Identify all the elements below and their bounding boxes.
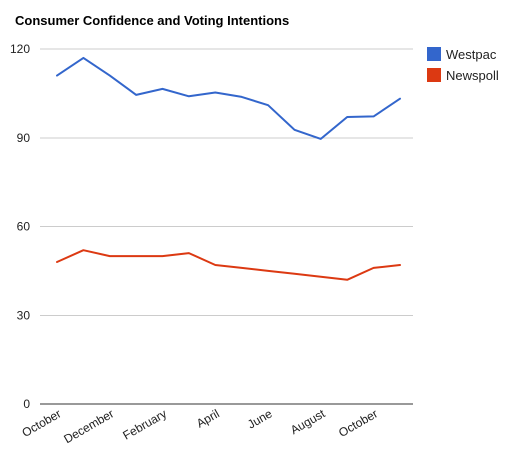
data-point-westpac	[320, 138, 322, 140]
data-point-westpac	[267, 104, 269, 106]
data-point-westpac	[346, 116, 348, 118]
series-line-newspoll	[56, 249, 401, 281]
data-point-westpac	[162, 88, 164, 90]
data-point-newspoll	[135, 255, 137, 257]
data-point-newspoll	[373, 267, 375, 269]
data-point-newspoll	[293, 273, 295, 275]
data-point-newspoll	[267, 270, 269, 272]
x-tick-label: October	[336, 406, 380, 439]
y-tick-label: 120	[10, 42, 30, 56]
y-tick-label: 90	[17, 131, 31, 145]
data-point-newspoll	[320, 276, 322, 278]
x-tick-label: June	[245, 406, 275, 431]
legend-label-newspoll: Newspoll	[446, 68, 499, 83]
data-point-westpac	[373, 115, 375, 117]
x-tick-label: October	[20, 406, 64, 439]
x-tick-label: February	[120, 406, 169, 442]
legend: Westpac Newspoll	[427, 47, 499, 83]
data-point-newspoll	[82, 249, 84, 251]
x-tick-label: August	[288, 406, 328, 437]
data-point-newspoll	[346, 279, 348, 281]
data-point-newspoll	[241, 267, 243, 269]
series-lines	[56, 56, 401, 281]
series-line-westpac	[56, 56, 401, 140]
data-point-westpac	[56, 75, 58, 77]
data-point-westpac	[399, 98, 401, 100]
data-point-newspoll	[399, 264, 401, 266]
data-point-newspoll	[56, 261, 58, 263]
y-tick-label: 0	[23, 397, 30, 411]
y-tick-label: 30	[17, 308, 31, 322]
data-point-westpac	[293, 129, 295, 131]
data-point-westpac	[241, 96, 243, 98]
data-point-newspoll	[109, 255, 111, 257]
y-tick-label: 60	[17, 220, 31, 234]
legend-swatch-westpac	[427, 47, 441, 61]
x-tick-label: April	[194, 406, 222, 430]
legend-swatch-newspoll	[427, 68, 441, 82]
x-tick-label: December	[61, 406, 116, 446]
data-point-westpac	[135, 94, 137, 96]
data-point-westpac	[188, 95, 190, 97]
data-point-westpac	[82, 57, 84, 59]
gridlines	[40, 48, 413, 405]
data-point-newspoll	[188, 252, 190, 254]
chart-title: Consumer Confidence and Voting Intention…	[15, 13, 289, 28]
data-point-westpac	[109, 75, 111, 77]
y-axis-tick-labels: 0 30 60 90 120	[10, 42, 30, 411]
data-point-westpac	[214, 91, 216, 93]
legend-label-westpac: Westpac	[446, 47, 497, 62]
data-point-newspoll	[162, 255, 164, 257]
data-point-newspoll	[214, 264, 216, 266]
